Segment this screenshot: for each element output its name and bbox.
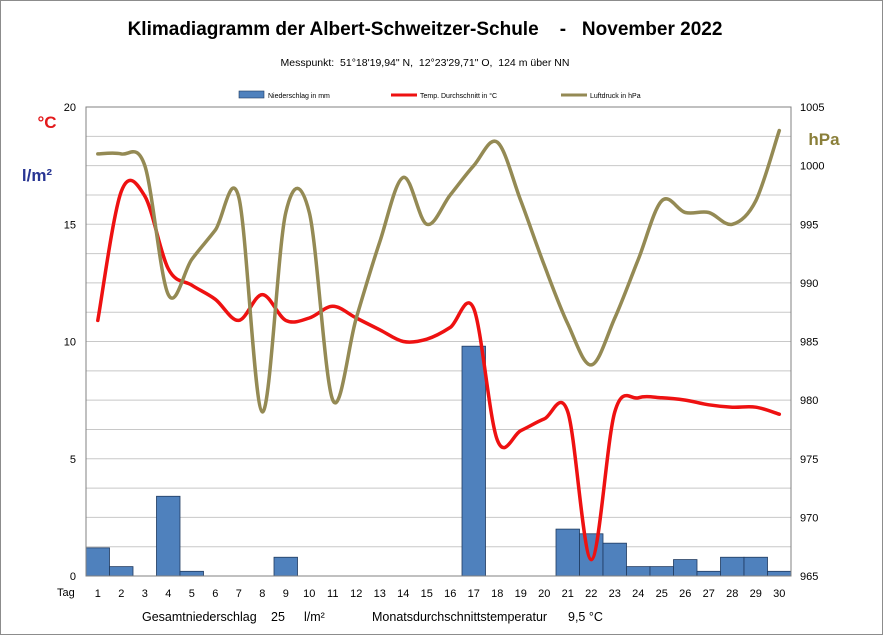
rain-bar [626,566,651,577]
footer-rain-unit: l/m² [304,610,325,624]
y2-tick-label: 990 [800,278,818,290]
gridlines [86,106,791,577]
footer: Gesamtniederschlag 25 l/m² Monatsdurchsc… [142,610,603,624]
rain-bar [179,570,204,577]
x-tick-label: 14 [397,588,409,600]
x-tick-label: 27 [703,588,715,600]
x-tick-label: 26 [679,588,691,600]
right-axis-ticks: 965 970 975 980 985 990 995 1000 1005 [800,102,824,583]
legend-label: Luftdruck in hPa [590,93,641,100]
rain-bar [579,533,604,577]
x-tick-label: 21 [562,588,574,600]
x-tick-label: 30 [773,588,785,600]
y2-tick-label: 985 [800,337,818,349]
x-tick-label: 19 [515,588,527,600]
x-tick-label: 10 [303,588,315,600]
y2-tick-label: 970 [800,512,818,524]
rain-unit-label: l/m² [22,166,53,185]
x-tick-label: 5 [189,588,195,600]
y-tick-label: 10 [64,337,76,349]
plot-border [85,106,792,577]
x-axis-label: Tag [57,587,75,599]
y2-tick-label: 1000 [800,161,824,173]
rain-bar [743,556,768,577]
y2-tick-label: 975 [800,454,818,466]
rain-bar [720,556,745,577]
footer-rain-label: Gesamtniederschlag [142,610,257,624]
rain-bar [696,570,721,577]
x-tick-label: 17 [468,588,480,600]
x-tick-label: 16 [444,588,456,600]
temperature-unit-label: °C [37,113,56,132]
x-tick-label: 6 [212,588,218,600]
temperature-line [96,178,782,562]
pressure-unit-label: hPa [808,130,840,149]
y2-tick-label: 965 [800,571,818,583]
chart-title: Klimadiagramm der Albert-Schweitzer-Schu… [128,19,723,40]
x-tick-label: 22 [585,588,597,600]
rain-bar [109,566,134,577]
x-tick-label: 29 [750,588,762,600]
legend-swatch-rain [238,90,265,99]
rain-bar [602,542,627,577]
x-tick-label: 15 [421,588,433,600]
x-tick-label: 12 [350,588,362,600]
y-tick-label: 15 [64,219,76,231]
x-tick-label: 18 [491,588,503,600]
footer-temp-label: Monatsdurchschnittstemperatur [372,610,547,624]
rain-bar [673,559,698,577]
rain-bar [85,547,110,577]
y2-tick-label: 980 [800,395,818,407]
legend-label: Niederschlag in mm [268,93,330,100]
y-tick-label: 5 [70,454,76,466]
legend-label: Temp. Durchschnitt in °C [420,92,497,100]
x-tick-label: 25 [656,588,668,600]
x-tick-label: 8 [259,588,265,600]
y2-tick-label: 995 [800,219,818,231]
chart-subtitle: Messpunkt: 51°18'19,94" N, 12°23'29,71" … [281,57,570,69]
x-tick-label: 13 [374,588,386,600]
rain-bar [649,566,674,577]
footer-rain-value: 25 [271,610,285,624]
rain-bar [273,556,298,577]
rain-bar [461,345,486,577]
x-tick-label: 24 [632,588,644,600]
footer-temp-value: 9,5 °C [568,610,603,624]
rain-bar [767,570,792,577]
rain-bar [156,495,181,577]
rain-bar [555,528,580,577]
y2-tick-label: 1005 [800,102,824,114]
line-series [96,128,782,562]
pressure-line [96,128,782,414]
y-tick-label: 0 [70,571,76,583]
x-tick-label: 1 [95,588,101,600]
x-tick-label: 4 [165,588,171,600]
x-tick-label: 3 [142,588,148,600]
legend: Niederschlag in mm Temp. Durchschnitt in … [238,90,641,100]
x-tick-label: 2 [118,588,124,600]
x-tick-label: 23 [609,588,621,600]
left-axis-ticks: 0 5 10 15 20 [64,102,76,583]
rain-bars [85,345,792,577]
x-axis-ticks: 1 2 3 4 5 6 7 8 9 10 11 12 13 14 15 16 17 18 19 20 21 22 23 24 2… [95,588,786,600]
x-tick-label: 28 [726,588,738,600]
y-tick-label: 20 [64,102,76,114]
x-tick-label: 20 [538,588,550,600]
x-tick-label: 7 [236,588,242,600]
x-tick-label: 9 [283,588,289,600]
x-tick-label: 11 [327,588,338,600]
